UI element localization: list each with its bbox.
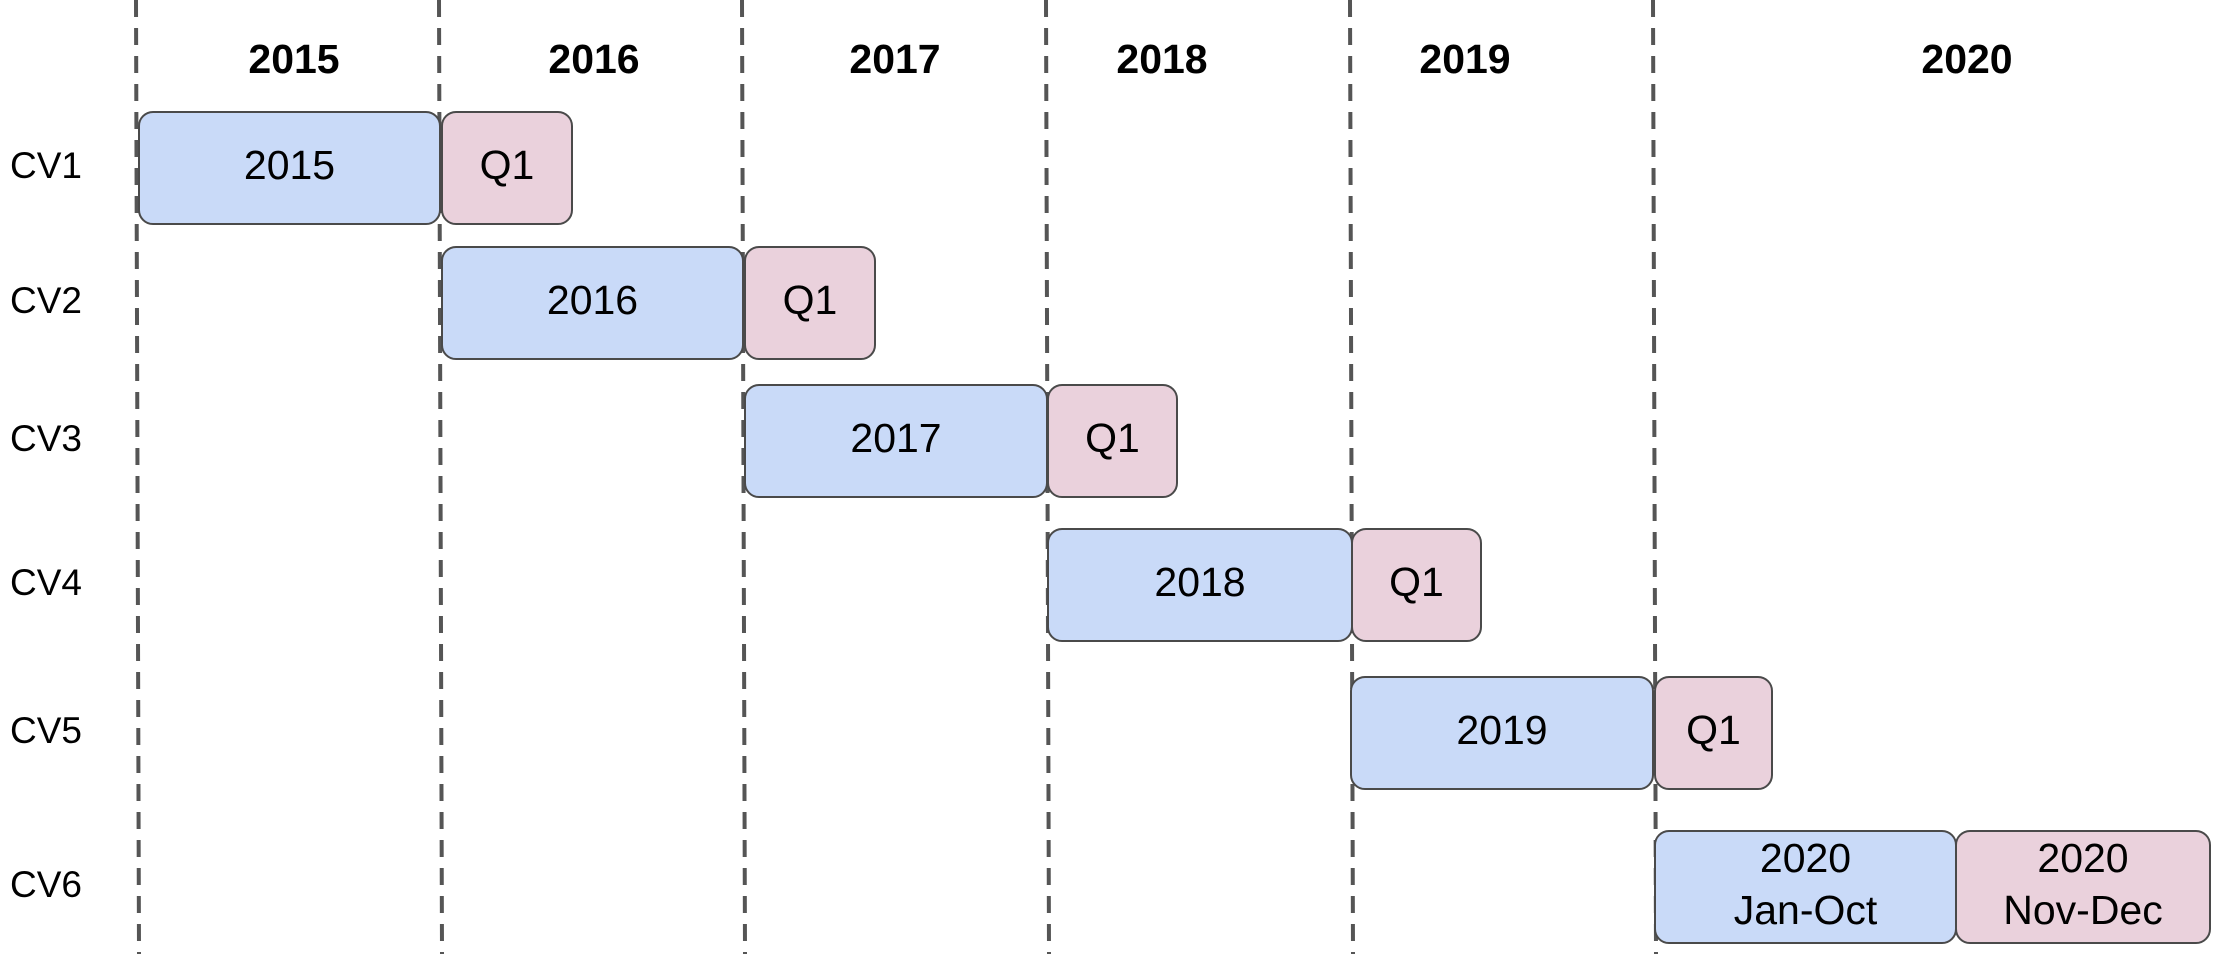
- segment-label: Q1: [1389, 559, 1444, 605]
- year-label: 2020: [1921, 36, 2012, 82]
- segment-label: Q1: [480, 142, 535, 188]
- year-divider-line: [1348, 0, 1355, 954]
- year-label: 2015: [248, 36, 339, 82]
- cv-row-label: CV3: [10, 418, 82, 459]
- test-box: [441, 111, 573, 225]
- year-label: 2019: [1419, 36, 1510, 82]
- segment-label: 2020: [2037, 835, 2128, 881]
- segment-label: Q1: [783, 277, 838, 323]
- test-box: [1654, 676, 1773, 790]
- test-segment: Q1: [441, 111, 573, 225]
- test-segment: Q1: [1047, 384, 1178, 498]
- train-box: [441, 246, 744, 360]
- train-segment: 2017: [744, 384, 1048, 498]
- year-divider-line: [1651, 0, 1658, 954]
- segment-label: 2017: [850, 415, 941, 461]
- year-label: 2016: [548, 36, 639, 82]
- train-segment: 2018: [1047, 528, 1353, 642]
- train-box: [1350, 676, 1654, 790]
- segment-label: Q1: [1686, 707, 1741, 753]
- segment-label: 2020: [1760, 835, 1851, 881]
- cv-row-label: CV6: [10, 864, 82, 905]
- cv-row-label: CV1: [10, 145, 82, 186]
- train-box: [138, 111, 441, 225]
- train-segment: 2016: [441, 246, 744, 360]
- segment-label: 2018: [1154, 559, 1245, 605]
- segment-label: 2015: [244, 142, 335, 188]
- test-box: [1351, 528, 1482, 642]
- year-divider-line: [740, 0, 747, 954]
- segment-label: 2016: [547, 277, 638, 323]
- segment-label: Nov-Dec: [2003, 887, 2162, 933]
- test-segment: 2020 Nov-Dec: [1955, 830, 2211, 944]
- test-segment: Q1: [1654, 676, 1773, 790]
- test-segment: Q1: [1351, 528, 1482, 642]
- row-labels: CV1 CV2 CV3 CV4 CV5 CV6: [10, 145, 82, 905]
- segment-label: 2019: [1456, 707, 1547, 753]
- test-box: [1955, 830, 2211, 944]
- year-label: 2018: [1116, 36, 1207, 82]
- year-label: 2017: [849, 36, 940, 82]
- train-segment: 2020 Jan-Oct: [1654, 830, 1957, 944]
- test-box: [744, 246, 876, 360]
- cv-row-label: CV5: [10, 710, 82, 751]
- test-box: [1047, 384, 1178, 498]
- year-divider-line: [437, 0, 444, 954]
- cv-row-label: CV2: [10, 280, 82, 321]
- cv-row-label: CV4: [10, 562, 82, 603]
- year-header: 2015 2016 2017 2018 2019 2020: [248, 36, 2012, 82]
- fold-segments: 2015 Q1 2016 Q1 2017 Q1 2018 Q1 2019 Q1 2020 Jan-Oc…: [138, 111, 2211, 944]
- train-segment: 2019: [1350, 676, 1654, 790]
- test-segment: Q1: [744, 246, 876, 360]
- year-divider-line: [134, 0, 141, 954]
- segment-label: Q1: [1085, 415, 1140, 461]
- segment-label: Jan-Oct: [1734, 887, 1878, 933]
- train-segment: 2015: [138, 111, 441, 225]
